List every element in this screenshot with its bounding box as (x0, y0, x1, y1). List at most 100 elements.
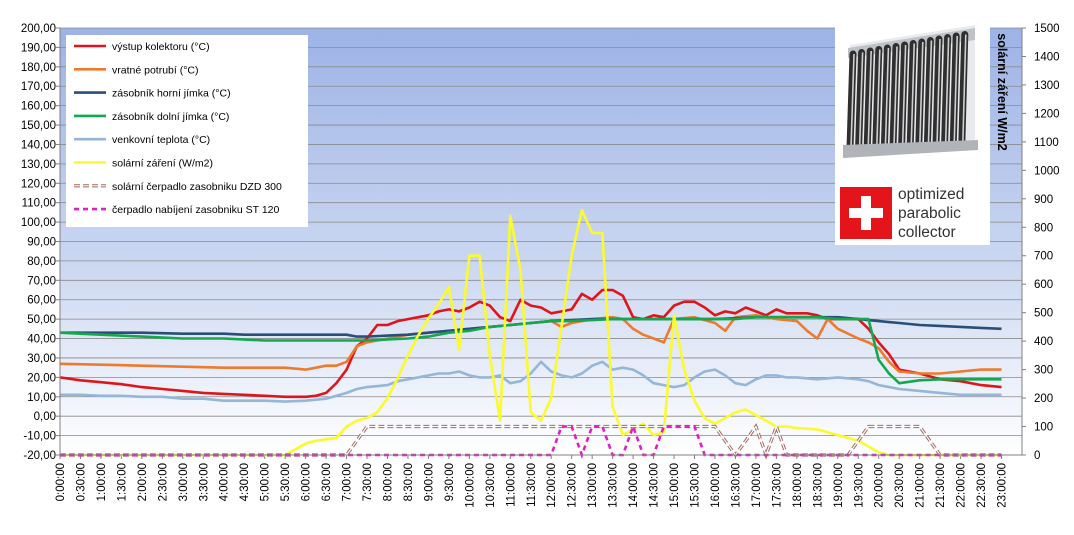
y2-tick-label: 100 (1034, 422, 1053, 434)
y2-tick-label: 200 (1034, 393, 1053, 405)
collector-tube (941, 34, 952, 149)
legend-item: vratné potrubí (°C) (74, 64, 198, 76)
collector-tube (880, 44, 891, 151)
x-tick-label: 20:00:00 (874, 463, 886, 508)
x-tick-label: 22:00:00 (956, 463, 968, 508)
legend-label: solární záření (W/m2) (112, 158, 213, 170)
y2-axis-title: solární záření W/m2 (995, 33, 1009, 150)
series-line (60, 208, 1002, 457)
x-tick-label: 21:00:00 (915, 463, 927, 508)
x-tick-label: 4:30:00 (239, 463, 251, 501)
collector-tube-highlight (962, 34, 967, 145)
x-tick-label: 15:30:00 (690, 463, 702, 508)
y-tick-label: 130,00 (21, 159, 56, 171)
y-tick-label: 20,00 (27, 372, 56, 384)
x-tick-label: 16:00:00 (710, 463, 722, 508)
collector-tube-highlight (953, 35, 958, 145)
collector-tube-highlight (901, 44, 907, 147)
legend-label: vratné potrubí (°C) (112, 64, 198, 76)
collector-tube-highlight (884, 47, 890, 147)
legend-item: výstup kolektoru (°C) (74, 41, 210, 53)
y-tick-label: 10,00 (27, 392, 56, 404)
x-tick-label: 17:00:00 (751, 463, 763, 508)
y-tick-label: 120,00 (21, 178, 56, 190)
x-tick-label: 13:30:00 (608, 463, 620, 508)
legend-item: čerpadlo nabíjení zasobniku ST 120 (74, 204, 279, 216)
x-tick-label: 5:00:00 (260, 463, 272, 501)
logo-line-2: parabolic (898, 205, 961, 222)
x-tick-label: 1:30:00 (116, 463, 128, 501)
logo-line-1: optimized (898, 186, 964, 203)
x-tick-label: 18:30:00 (812, 463, 824, 508)
legend-label: zásobník horní jímka (°C) (112, 88, 231, 100)
x-tick-label: 17:30:00 (771, 463, 783, 508)
y2-tick-label: 1500 (1034, 23, 1060, 35)
x-tick-label: 21:30:00 (935, 463, 947, 508)
collector-tube (863, 47, 874, 151)
x-tick-label: 10:30:00 (485, 463, 497, 508)
y2-tick-label: 700 (1034, 251, 1053, 263)
y-tick-label: 50,00 (27, 314, 56, 326)
legend-item: solární čerpadlo zasobniku DZD 300 (74, 181, 282, 193)
collector-tube (855, 49, 866, 152)
x-tick-label: 23:00:00 (997, 463, 1009, 508)
legend-label: solární čerpadlo zasobniku DZD 300 (112, 181, 282, 193)
x-tick-label: 9:00:00 (423, 463, 435, 501)
collector-tube-highlight (858, 52, 864, 148)
y2-tick-label: 1200 (1034, 108, 1060, 120)
collector-tube-highlight (876, 49, 881, 148)
y-tick-label: 160,00 (21, 101, 56, 113)
series-solarni-cerpadlo-zasobniku-dzd-300 (60, 421, 1002, 460)
y-tick-label: 150,00 (21, 120, 56, 132)
y-axis-left: 200,00 190,00 180,00 170,00 160,00 150,00 140,… (21, 23, 60, 462)
y2-tick-label: 800 (1034, 222, 1053, 234)
legend-label: venkovní teplota (°C) (112, 134, 210, 146)
x-tick-label: 3:00:00 (178, 463, 190, 501)
x-tick-label: 8:30:00 (403, 463, 415, 501)
series-line-inner (60, 424, 1002, 457)
collector-tube (846, 50, 857, 152)
x-tick-label: 2:30:00 (157, 463, 169, 501)
x-tick-label: 0:30:00 (75, 463, 87, 501)
logo-line-3: collector (898, 224, 956, 241)
series-line (60, 360, 1002, 403)
y2-tick-label: 500 (1034, 308, 1053, 320)
y-tick-label: 140,00 (21, 139, 56, 151)
swiss-cross-horizontal (849, 208, 883, 218)
y2-tick-label: 0 (1034, 450, 1040, 462)
series-solarni-zareni-w-m2 (60, 208, 1002, 457)
y2-tick-label: 1000 (1034, 165, 1060, 177)
collector-tube-highlight (936, 38, 941, 146)
y-tick-label: 180,00 (21, 62, 56, 74)
x-tick-label: 7:30:00 (362, 463, 374, 501)
x-tick-label: 4:00:00 (219, 463, 231, 501)
collector-tube-highlight (944, 37, 950, 145)
x-tick-label: 11:00:00 (505, 463, 517, 507)
series-line (59, 313, 1002, 375)
collector-tube-highlight (927, 40, 933, 146)
x-tick-label: 6:00:00 (301, 463, 313, 501)
x-tick-label: 9:30:00 (444, 463, 456, 501)
x-tick-label: 20:30:00 (894, 463, 906, 508)
x-tick-label: 1:00:00 (96, 463, 108, 501)
collector-tube-highlight (893, 46, 898, 147)
collector-tube (898, 41, 909, 150)
y-axis-right: 1500140013001200110010009008007006005004… (1022, 23, 1060, 462)
x-tick-label: 12:30:00 (567, 463, 579, 508)
y-tick-label: -20,00 (23, 450, 56, 462)
y2-tick-label: 1100 (1034, 137, 1059, 149)
y2-tick-label: 1400 (1034, 51, 1060, 63)
x-tick-label: 22:30:00 (976, 463, 988, 508)
collector-tube (923, 37, 934, 149)
x-tick-label: 16:30:00 (730, 463, 742, 508)
y2-tick-label: 300 (1034, 365, 1053, 377)
y-tick-label: 170,00 (21, 81, 56, 93)
series-line (59, 315, 1002, 385)
x-tick-label: 18:00:00 (792, 463, 804, 508)
collector-tube (906, 40, 917, 150)
series-venkovni-teplota-c (60, 360, 1002, 403)
x-tick-label: 8:00:00 (382, 463, 394, 501)
x-tick-label: 14:30:00 (649, 463, 661, 508)
legend-item: solární záření (W/m2) (74, 158, 213, 170)
